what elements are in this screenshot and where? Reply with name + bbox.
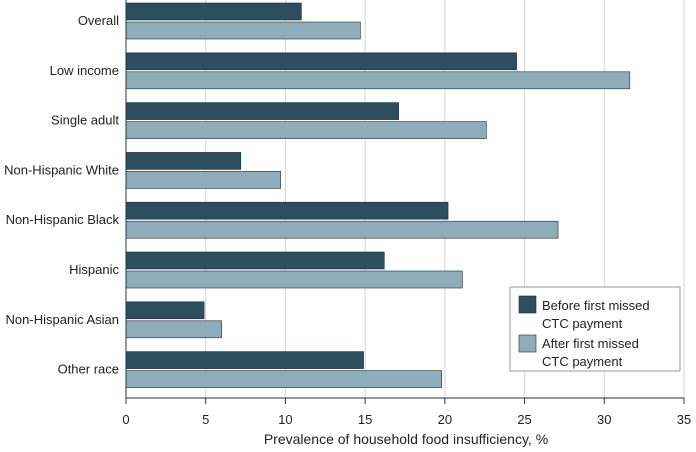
bar-after <box>125 21 361 40</box>
category-label: Non-Hispanic White <box>4 162 119 177</box>
bar-after <box>125 270 463 289</box>
x-tick-label: 0 <box>122 412 129 427</box>
x-tick-label: 10 <box>278 412 292 427</box>
bar-after <box>125 370 442 388</box>
x-axis-title: Prevalence of household food insufficien… <box>264 431 548 447</box>
x-tick-label: 25 <box>517 412 531 427</box>
x-tick-label: 15 <box>358 412 372 427</box>
bar-before <box>125 251 385 270</box>
bar-before <box>125 201 449 220</box>
bars <box>125 2 631 388</box>
legend-label: CTC payment <box>542 354 623 369</box>
legend-label: CTC payment <box>542 316 623 331</box>
bar-before <box>125 152 242 170</box>
x-axis: 0 5 10 15 20 25 30 35 <box>122 0 691 427</box>
bar-after <box>125 121 487 139</box>
bar-before <box>125 301 205 320</box>
bar-before <box>125 351 364 369</box>
legend-swatch <box>518 295 537 314</box>
bar-before <box>125 2 302 21</box>
legend-box <box>509 286 681 372</box>
category-label: Low income <box>50 63 119 78</box>
bar-after <box>125 171 281 189</box>
bar-before <box>125 52 517 71</box>
category-label: Non-Hispanic Black <box>6 212 120 227</box>
category-label: Other race <box>58 362 119 377</box>
legend-label: After first missed <box>542 336 639 351</box>
x-tick-label: 20 <box>438 412 452 427</box>
legend-swatch <box>518 334 537 353</box>
bar-before <box>125 102 399 120</box>
category-label: Overall <box>78 13 119 28</box>
category-label: Non-Hispanic Asian <box>6 312 119 327</box>
category-label: Hispanic <box>69 262 119 277</box>
bar-after <box>125 71 631 90</box>
x-tick-label: 5 <box>202 412 209 427</box>
category-label: Single adult <box>51 113 119 128</box>
bar-after <box>125 320 222 339</box>
bar-after <box>125 220 559 239</box>
category-labels: Overall Low income Single adult Non-Hispani… <box>4 13 119 377</box>
legend-label: Before first missed <box>542 298 650 313</box>
x-tick-label: 30 <box>597 412 611 427</box>
x-tick-label: 35 <box>677 412 691 427</box>
legend: Before first missed CTC payment After firs… <box>509 286 681 372</box>
